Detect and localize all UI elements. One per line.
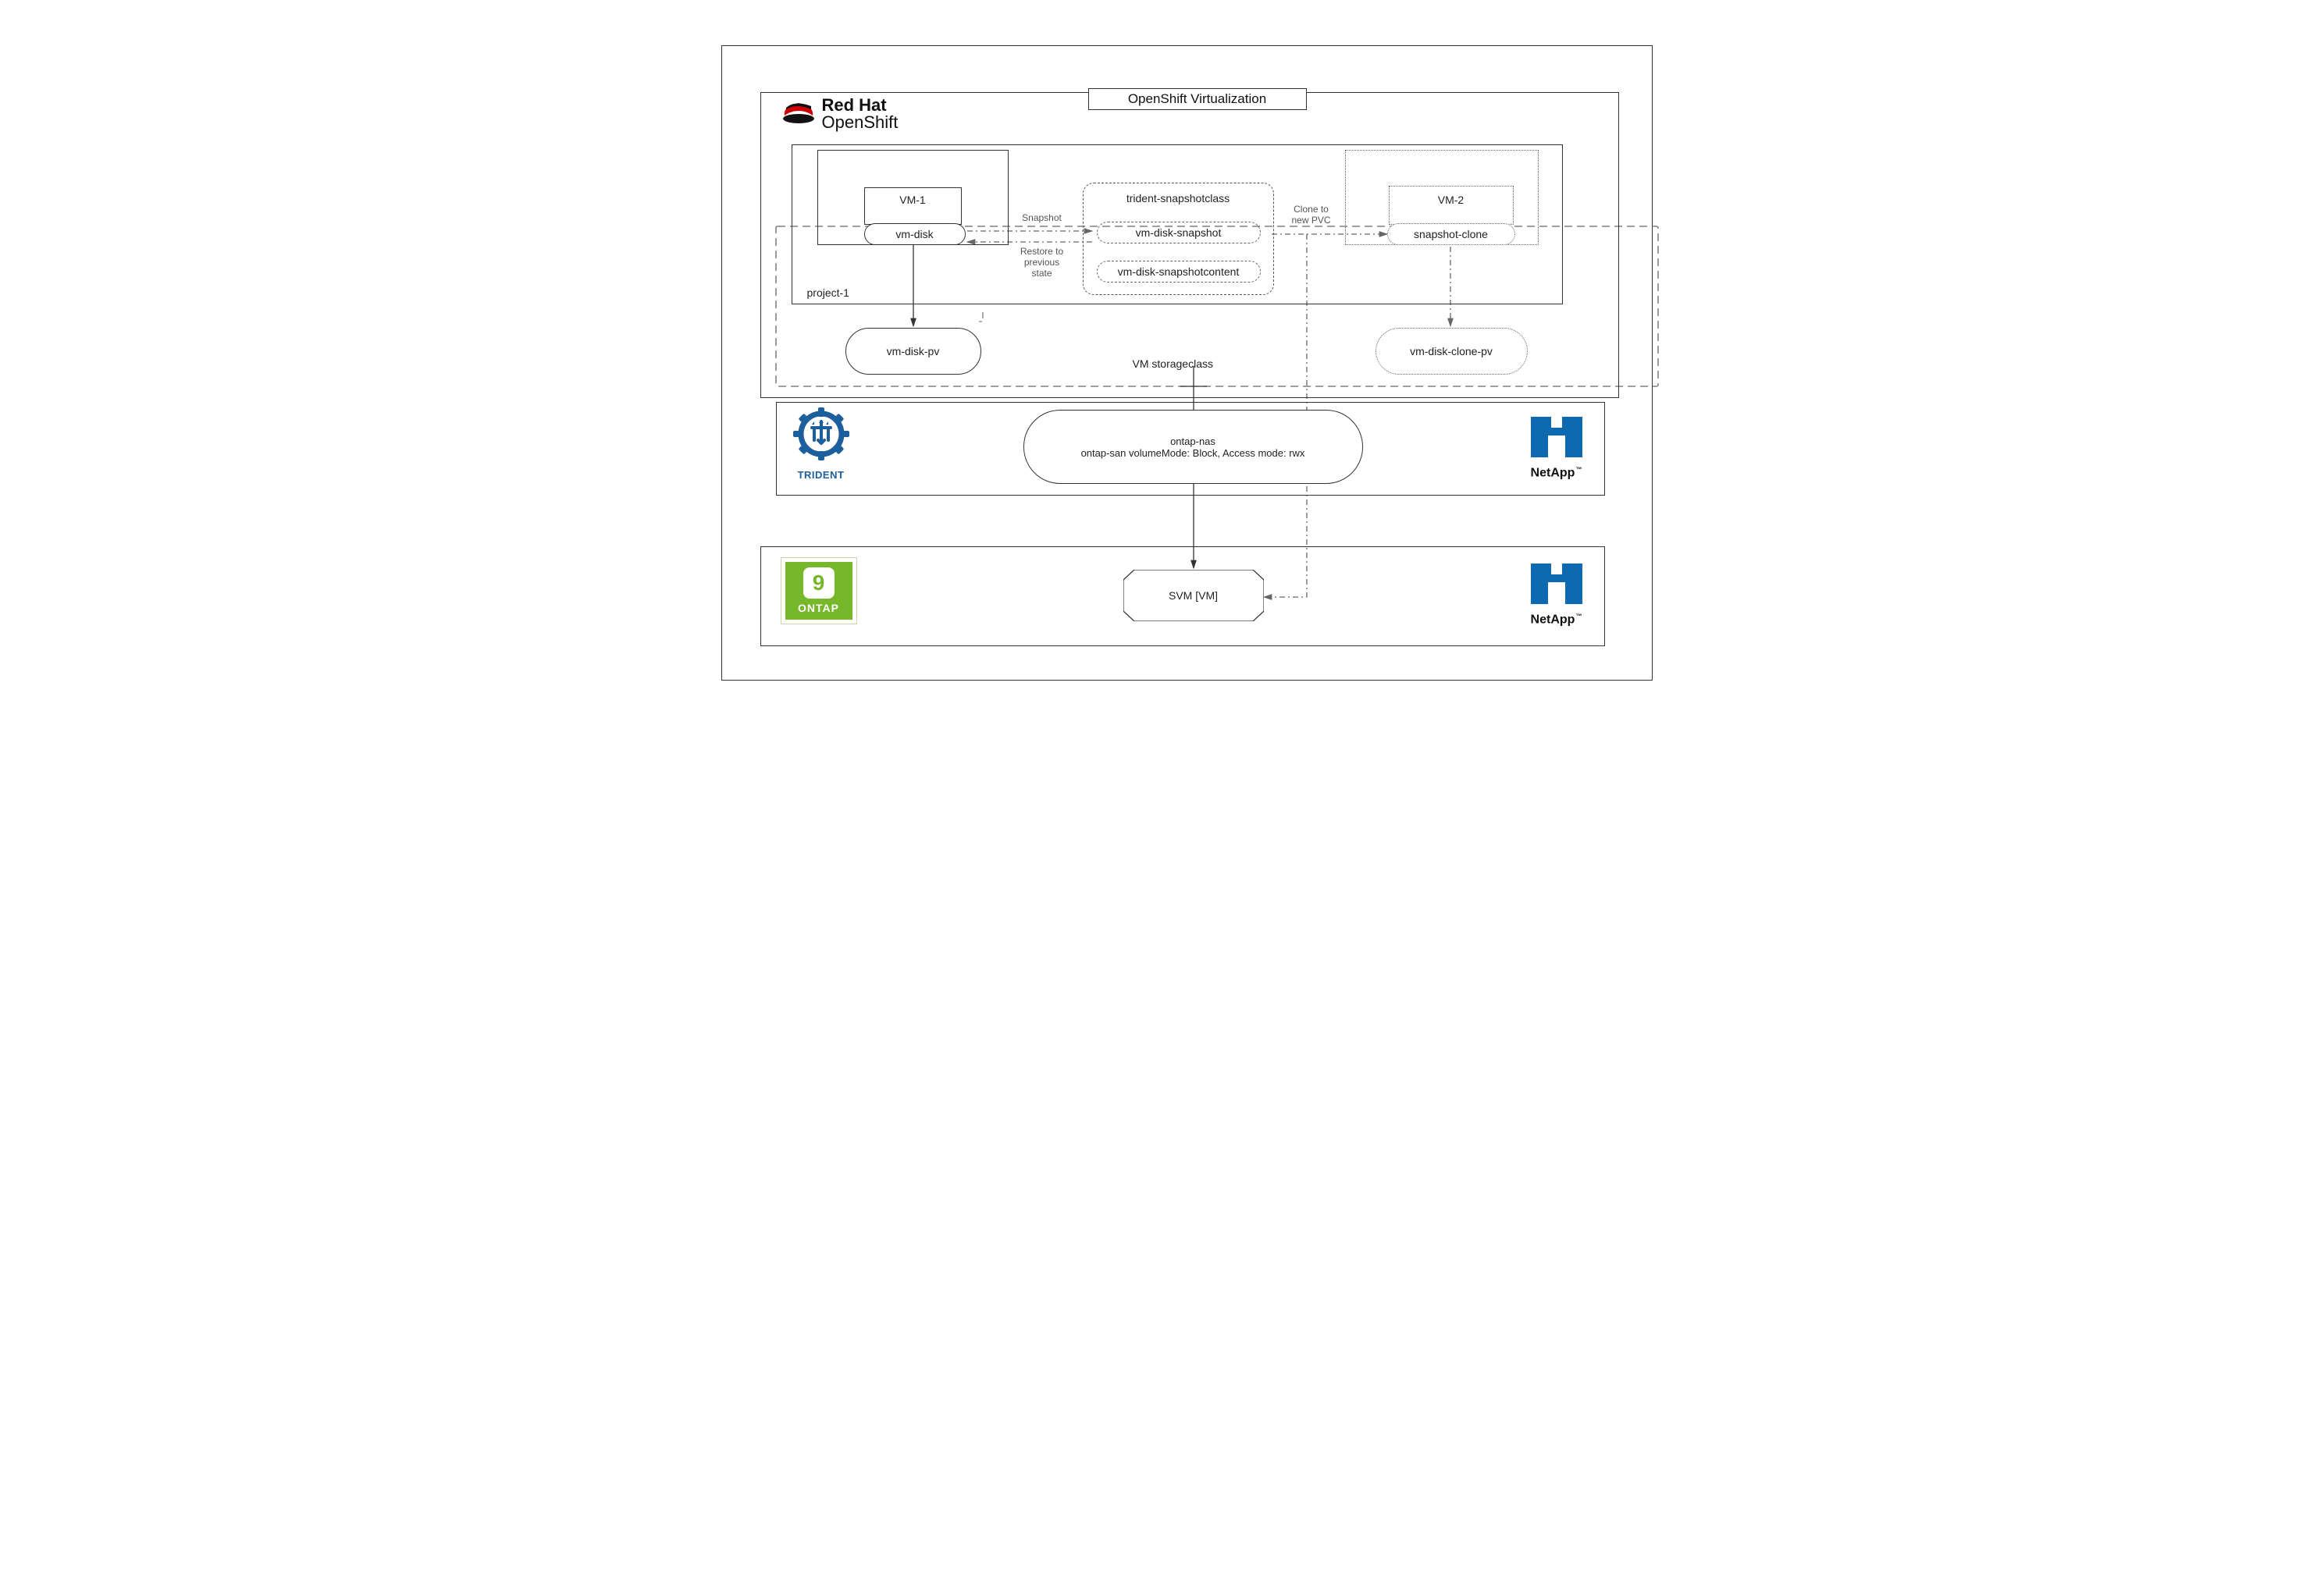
vm-disk-snapshotcontent-node: vm-disk-snapshotcontent [1097,261,1261,283]
vm2-title: VM-2 [1389,194,1514,206]
netapp-label-bottom: NetApp™ [1526,613,1587,627]
ontap-label: ONTAP [798,602,839,614]
snapshot-clone-node: snapshot-clone [1387,223,1515,245]
svm-label: SVM [VM] [1123,570,1264,621]
tab-label: OpenShift Virtualization [1128,91,1266,107]
vm-disk-pv-label: vm-disk-pv [887,345,940,357]
vm-disk-snapshotcontent-label: vm-disk-snapshotcontent [1118,265,1240,278]
edge-restore-label: Restore to previous state [1011,247,1073,279]
trident-label: TRIDENT [786,469,856,481]
driver-line2: ontap-san volumeMode: Block, Access mode… [1081,447,1305,459]
driver-line1: ontap-nas [1170,435,1215,447]
netapp-label-middle: NetApp™ [1526,466,1587,480]
netapp-n-icon [1526,412,1587,462]
edge-snapshot-label: Snapshot [1011,213,1073,224]
ontap-badge-number: 9 [803,567,835,599]
ontap-logo: 9 ONTAP [781,558,856,624]
redhat-text: Red Hat OpenShift [822,95,899,133]
edge-clone-label: Clone to new PVC [1284,204,1339,226]
trident-gear-icon [786,406,856,470]
openshift-virtualization-tab: OpenShift Virtualization [1088,88,1307,110]
driver-node: ontap-nas ontap-san volumeMode: Block, A… [1023,410,1363,484]
vm-disk-node: vm-disk [864,223,966,245]
netapp-logo-bottom: NetApp™ [1526,559,1587,627]
project-label: project-1 [807,286,849,299]
storageclass-label: VM storageclass [1133,357,1213,370]
architecture-diagram: OpenShift Virtualization Red Hat OpenShi… [655,0,1670,695]
snapshotclass-title: trident-snapshotclass [1083,192,1274,204]
netapp-logo-middle: NetApp™ [1526,412,1587,480]
redhat-line2: OpenShift [822,112,899,133]
vm-disk-snapshot-node: vm-disk-snapshot [1097,222,1261,244]
vm-disk-label: vm-disk [895,228,933,240]
vm-disk-clone-pv-label: vm-disk-clone-pv [1410,345,1493,357]
vm-disk-clone-pv-node: vm-disk-clone-pv [1376,328,1528,375]
redhat-logo-block [780,92,819,129]
redhat-fedora-icon [780,92,819,125]
vm1-title: VM-1 [864,194,962,206]
snapshot-clone-label: snapshot-clone [1414,228,1488,240]
vm-disk-pv-node: vm-disk-pv [845,328,981,375]
netapp-n-icon [1526,559,1587,609]
trident-logo: TRIDENT [786,406,856,481]
vm-disk-snapshot-label: vm-disk-snapshot [1136,226,1222,239]
